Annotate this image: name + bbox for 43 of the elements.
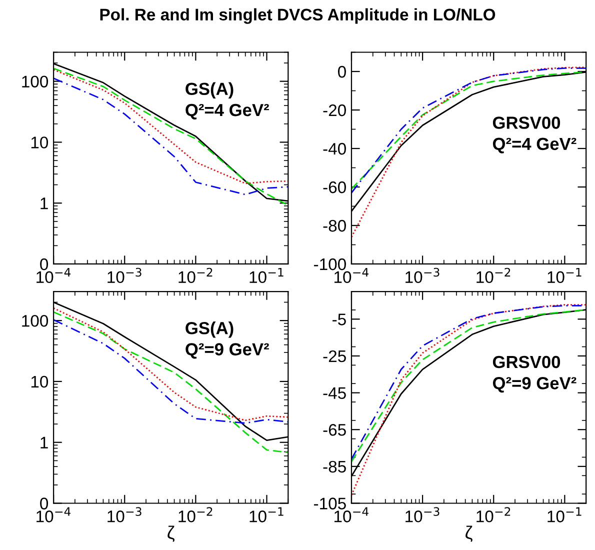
y-tick-label: -40 xyxy=(323,142,346,155)
x-tick-label: 10$^{−1}$ xyxy=(250,507,284,522)
annotation: Q²=4 GeV² xyxy=(186,104,269,120)
x-tick-label: 10$^{−1}$ xyxy=(250,268,284,284)
y-tick-label: 0 xyxy=(338,66,346,78)
annotation: GS(A) xyxy=(186,82,234,98)
x-tick-label: 10$^{−2}$ xyxy=(476,268,510,284)
y-tick-label: 100 xyxy=(22,314,48,327)
annotation: Q²=9 GeV² xyxy=(492,377,576,393)
y-tick-label: 0 xyxy=(40,498,48,510)
y-tick-label: 100 xyxy=(22,76,48,88)
y-tick-label: 0 xyxy=(40,258,48,270)
y-tick-label: -60 xyxy=(323,181,346,194)
x-tick-label: 10$^{−1}$ xyxy=(548,507,582,522)
y-tick-label: -25 xyxy=(323,350,346,362)
y-tick-label: 1 xyxy=(40,436,48,448)
annotation: GRSV00 xyxy=(492,116,560,129)
y-tick-label: -45 xyxy=(323,387,346,399)
x-tick-label: 10$^{−3}$ xyxy=(108,507,142,522)
x-tick-label: 10$^{−2}$ xyxy=(178,507,212,522)
y-tick-label: -80 xyxy=(323,220,346,232)
x-tick-label: 10$^{−2}$ xyxy=(476,507,510,522)
x-tick-label: 10$^{−3}$ xyxy=(406,268,440,284)
x-axis-title: ζ xyxy=(168,526,174,542)
y-tick-label: -100 xyxy=(314,258,346,270)
x-tick-label: 10$^{−3}$ xyxy=(406,507,440,522)
y-tick-label: 10 xyxy=(31,136,48,148)
annotation: Q²=9 GeV² xyxy=(186,343,269,359)
annotation: GS(A) xyxy=(186,322,234,338)
y-tick-label: -105 xyxy=(314,498,346,510)
y-tick-label: -5 xyxy=(332,314,346,326)
x-tick-label: 10$^{−2}$ xyxy=(178,268,212,284)
y-tick-label: -20 xyxy=(323,104,346,116)
x-tick-label: 10$^{−3}$ xyxy=(108,268,142,284)
x-tick-label: 10$^{−1}$ xyxy=(548,268,582,284)
y-tick-label: -85 xyxy=(323,460,346,473)
y-tick-label: -65 xyxy=(323,424,346,436)
chart-title: Pol. Re and Im singlet DVCS Amplitude in LO/NLO xyxy=(100,8,496,24)
annotation: GRSV00 xyxy=(492,356,560,368)
y-tick-label: 10 xyxy=(31,376,48,388)
x-axis-title: ζ xyxy=(466,526,472,542)
annotation: Q²=4 GeV² xyxy=(492,138,576,154)
y-tick-label: 1 xyxy=(40,198,48,210)
